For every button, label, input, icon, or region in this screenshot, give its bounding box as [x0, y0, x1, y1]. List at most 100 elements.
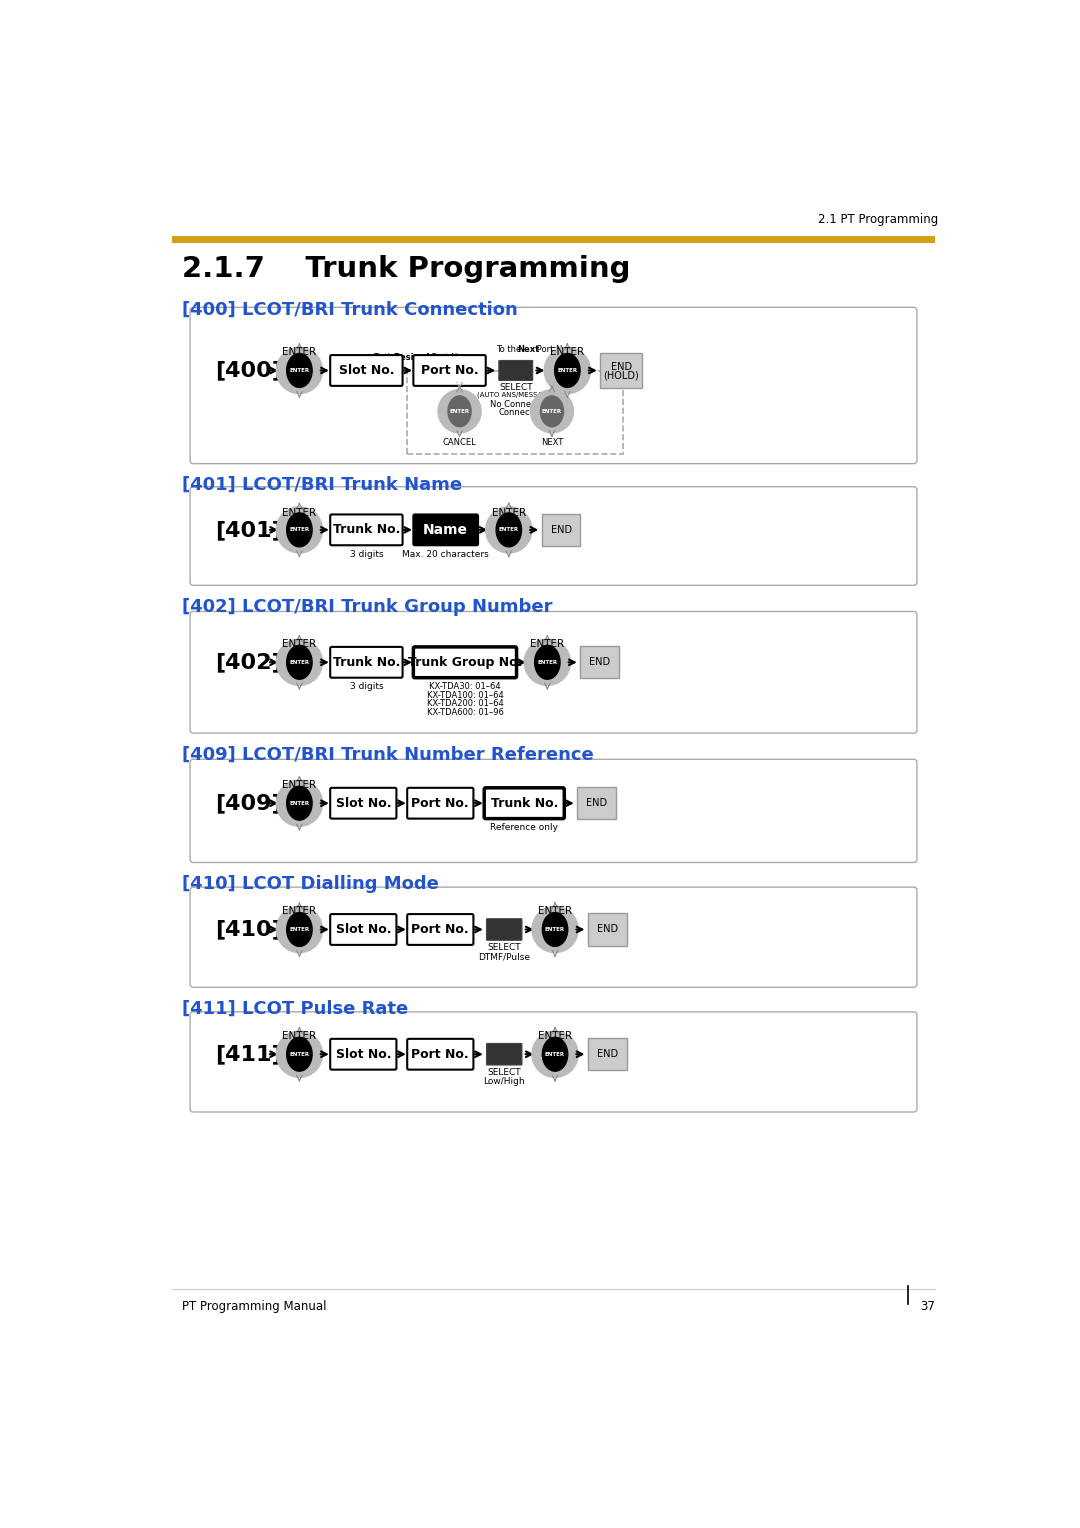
Text: KX-TDA600: 01–96: KX-TDA600: 01–96 [427, 707, 503, 717]
FancyBboxPatch shape [407, 1039, 473, 1070]
Bar [172, 237, 935, 243]
Circle shape [276, 1031, 323, 1077]
Text: [402]: [402] [215, 652, 282, 672]
FancyBboxPatch shape [330, 1039, 396, 1070]
Text: Max. 20 characters: Max. 20 characters [403, 550, 489, 559]
Text: Trunk Group No.: Trunk Group No. [408, 656, 522, 669]
Text: [402] LCOT/BRI Trunk Group Number: [402] LCOT/BRI Trunk Group Number [183, 597, 553, 616]
Circle shape [438, 390, 481, 432]
Text: ENTER: ENTER [499, 527, 518, 532]
Ellipse shape [542, 1038, 568, 1071]
Text: 3 digits: 3 digits [350, 550, 383, 559]
FancyBboxPatch shape [190, 611, 917, 733]
FancyBboxPatch shape [190, 487, 917, 585]
Text: Port No.: Port No. [535, 345, 570, 354]
Text: END: END [586, 798, 607, 808]
Ellipse shape [286, 912, 312, 946]
Text: END: END [610, 362, 632, 371]
Ellipse shape [540, 396, 564, 426]
FancyBboxPatch shape [542, 513, 580, 545]
Text: [400]: [400] [215, 361, 282, 380]
Text: Port No.: Port No. [411, 923, 469, 937]
Text: KX-TDA30: 01–64: KX-TDA30: 01–64 [429, 683, 501, 691]
Text: ENTER: ENTER [289, 527, 310, 532]
Text: [410]: [410] [215, 920, 282, 940]
Text: END: END [551, 524, 571, 535]
Ellipse shape [286, 645, 312, 680]
Text: SELECT: SELECT [499, 384, 532, 391]
Text: Slot No.: Slot No. [336, 923, 391, 937]
Text: 37: 37 [920, 1300, 935, 1313]
Text: KX-TDA200: 01–64: KX-TDA200: 01–64 [427, 700, 503, 709]
FancyBboxPatch shape [190, 888, 917, 987]
Text: ENTER: ENTER [491, 509, 526, 518]
Ellipse shape [448, 396, 471, 426]
FancyBboxPatch shape [330, 914, 396, 944]
Text: ENTER: ENTER [538, 1031, 572, 1041]
FancyBboxPatch shape [580, 646, 619, 678]
Text: ENTER: ENTER [557, 368, 578, 373]
Ellipse shape [535, 645, 561, 680]
FancyBboxPatch shape [330, 646, 403, 678]
FancyBboxPatch shape [407, 788, 473, 819]
Text: PT Programming Manual: PT Programming Manual [183, 1300, 327, 1313]
Text: 2.1 PT Programming: 2.1 PT Programming [819, 212, 939, 226]
Circle shape [276, 347, 323, 394]
Text: ENTER: ENTER [282, 639, 316, 649]
FancyBboxPatch shape [190, 307, 917, 463]
FancyBboxPatch shape [414, 515, 478, 545]
Text: ENTER: ENTER [282, 1031, 316, 1041]
Text: DTMF/Pulse: DTMF/Pulse [478, 952, 530, 961]
Text: Slot No.: Slot No. [336, 796, 391, 810]
Text: KX-TDA100: 01–64: KX-TDA100: 01–64 [427, 691, 503, 700]
Text: Next: Next [517, 345, 540, 354]
Text: 2.1.7    Trunk Programming: 2.1.7 Trunk Programming [183, 255, 631, 283]
Circle shape [532, 906, 578, 952]
Text: ENTER: ENTER [282, 509, 316, 518]
Circle shape [486, 507, 532, 553]
Text: ENTER: ENTER [545, 927, 565, 932]
Circle shape [276, 781, 323, 827]
FancyBboxPatch shape [589, 914, 626, 946]
Circle shape [544, 347, 591, 394]
Circle shape [276, 906, 323, 952]
FancyBboxPatch shape [190, 759, 917, 862]
Text: ENTER: ENTER [289, 1051, 310, 1057]
Text: ENTER: ENTER [449, 410, 470, 414]
Text: END: END [597, 924, 618, 935]
Text: [401] LCOT/BRI Trunk Name: [401] LCOT/BRI Trunk Name [183, 475, 462, 494]
FancyBboxPatch shape [578, 787, 616, 819]
Ellipse shape [555, 353, 580, 388]
Text: ENTER: ENTER [282, 347, 316, 358]
Text: SELECT: SELECT [487, 943, 521, 952]
Ellipse shape [286, 513, 312, 547]
Text: (AUTO ANS/MESSAGE): (AUTO ANS/MESSAGE) [477, 391, 555, 397]
Text: SELECT: SELECT [487, 1068, 521, 1077]
Text: Port No.: Port No. [421, 364, 478, 377]
Text: Low/High: Low/High [484, 1077, 525, 1086]
Text: ENTER: ENTER [538, 906, 572, 917]
Text: Trunk No.: Trunk No. [333, 524, 400, 536]
FancyBboxPatch shape [330, 354, 403, 387]
Text: END: END [597, 1050, 618, 1059]
Text: Slot No.: Slot No. [336, 1048, 391, 1060]
Text: Port No.: Port No. [411, 1048, 469, 1060]
Text: To the: To the [497, 345, 525, 354]
FancyBboxPatch shape [589, 1038, 626, 1071]
Text: END: END [589, 657, 610, 668]
FancyBboxPatch shape [414, 646, 516, 678]
Circle shape [532, 1031, 578, 1077]
Text: (HOLD): (HOLD) [604, 371, 639, 380]
Bar [407, 371, 623, 454]
FancyBboxPatch shape [414, 354, 486, 387]
Text: Trunk No.: Trunk No. [333, 656, 400, 669]
FancyBboxPatch shape [600, 353, 642, 388]
Ellipse shape [496, 513, 522, 547]
Ellipse shape [286, 1038, 312, 1071]
Text: 3 digits: 3 digits [350, 683, 383, 691]
FancyBboxPatch shape [190, 1012, 917, 1112]
Text: ENTER: ENTER [551, 347, 584, 358]
Ellipse shape [542, 912, 568, 946]
Text: ENTER: ENTER [530, 639, 565, 649]
Text: ENTER: ENTER [289, 927, 310, 932]
